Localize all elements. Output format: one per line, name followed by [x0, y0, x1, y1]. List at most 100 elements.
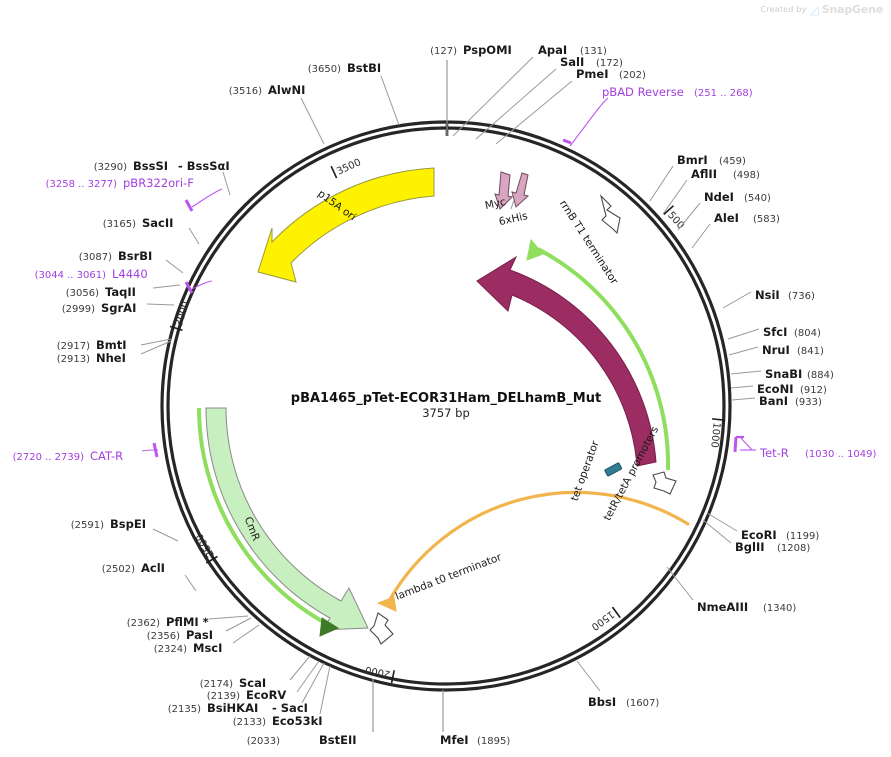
plasmid-size: 3757 bp — [422, 406, 470, 420]
tetr-label: TetR — [665, 343, 682, 371]
enzyme-position: (1895) — [477, 736, 510, 747]
enzyme-leader-lines — [140, 56, 762, 732]
enzyme-position: (2324) — [154, 644, 187, 655]
ruler-tick-label: 3500 — [335, 157, 363, 178]
named-feature-position: (3258 .. 3277) — [46, 179, 118, 190]
snapgene-watermark: Created by ◿ SnapGene — [760, 2, 884, 17]
enzyme-name: PasI — [186, 628, 213, 642]
tetr-arrow — [476, 255, 657, 467]
enzyme-name: BbsI — [588, 695, 616, 709]
enzyme-labels: (127) PspOMI ApaI (131) SalI (172) PmeI … — [57, 43, 834, 747]
enzyme-name: SacII — [142, 216, 173, 230]
enzyme-position: (3650) — [308, 64, 341, 75]
enzyme-position: (933) — [795, 397, 822, 408]
enzyme-name: PmeI — [576, 67, 609, 81]
enzyme-position: (2033) — [247, 736, 280, 747]
enzyme-name: AflII — [691, 167, 717, 181]
enzyme-position: (3516) — [229, 86, 262, 97]
enzyme-name: NsiI — [755, 288, 780, 302]
feature-orange-transcript[interactable] — [376, 490, 690, 612]
enzyme-name: SnaBI — [765, 367, 802, 381]
enzyme-name: BssSI — [133, 159, 168, 173]
cmr-arrow — [205, 407, 369, 631]
6xhis-label: 6xHis — [498, 210, 529, 228]
enzyme-position: (2917) — [57, 341, 90, 352]
snapgene-logo-icon: ◿ — [809, 2, 819, 17]
enzyme-position: (884) — [807, 370, 834, 381]
l4440-site-marker — [184, 281, 194, 294]
enzyme-name: Eco53kI — [272, 714, 323, 728]
enzyme-position: (2591) — [71, 520, 104, 531]
cmr-highlight-arc — [197, 407, 340, 637]
enzyme-position: (1607) — [626, 698, 659, 709]
rrnb-terminator-label: rrnB T1 terminator — [557, 198, 621, 287]
watermark-brand: SnapGene — [821, 3, 883, 16]
myc-label: Myc — [484, 196, 507, 212]
enzyme-name: BanI — [759, 394, 788, 408]
enzyme-position: (2502) — [102, 564, 135, 575]
enzyme-position: (3087) — [79, 252, 112, 263]
cmr-green-arrowhead — [319, 617, 340, 637]
plasmid-title-group: pBA1465_pTet-ECOR31Ham_DELhamB_Mut 3757 … — [291, 391, 601, 420]
feature-rrnb-t1-terminator[interactable]: rrnB T1 terminator — [557, 194, 621, 287]
tet-operator-box — [604, 462, 623, 477]
tetr-teta-promoters-arrow — [652, 471, 677, 495]
named-feature-label: pBR322ori-F — [123, 176, 194, 190]
lambda-terminator-label: lambda t0 terminator — [394, 551, 504, 603]
enzyme-position: (2135) — [168, 704, 201, 715]
named-feature-label: Tet-R — [759, 446, 789, 460]
6xhis-leader — [510, 199, 515, 210]
named-feature-label: CAT-R — [90, 449, 123, 463]
enzyme-name: BsrBI — [118, 249, 152, 263]
enzyme-position: (2362) — [127, 618, 160, 629]
feature-tetr[interactable]: TetR — [476, 255, 682, 467]
rrnb-terminator-arrow — [599, 194, 621, 235]
feature-myc[interactable]: Myc — [484, 171, 513, 212]
enzyme-position: (172) — [596, 58, 623, 69]
enzyme-position: (540) — [744, 193, 771, 204]
enzyme-name: SalI — [560, 55, 584, 69]
enzyme-name: EcoRV — [246, 688, 286, 702]
enzyme-position: (1340) — [763, 603, 796, 614]
enzyme-name: EcoRI — [741, 528, 777, 542]
enzyme-name: BglII — [735, 540, 765, 554]
ruler-tick-3500: 3500 — [330, 157, 363, 179]
named-feature-label: pBAD Reverse — [602, 85, 684, 99]
enzyme-name: ApaI — [538, 43, 567, 57]
enzyme-position: (912) — [800, 385, 827, 396]
enzyme-position: (3290) — [94, 162, 127, 173]
tetr-highlight-arc — [526, 238, 671, 471]
watermark-created-by: Created by — [760, 5, 807, 14]
feature-p15a-ori[interactable]: p15A ori — [257, 167, 435, 283]
enzyme-position: (736) — [788, 291, 815, 302]
ruler-tick-1500: 1500 — [589, 606, 621, 632]
enzyme-position: (2174) — [200, 679, 233, 690]
enzyme-position: (127) — [430, 46, 457, 57]
enzyme-name: MfeI — [440, 733, 469, 747]
enzyme-position: (2999) — [62, 304, 95, 315]
enzyme-name: MscI — [193, 641, 222, 655]
enzyme-name: BsiHKAI — [207, 701, 258, 715]
enzyme-name: BspEI — [110, 517, 146, 531]
cmr-green-arc — [197, 407, 328, 626]
enzyme-name: NdeI — [704, 190, 734, 204]
enzyme-name: BstBI — [347, 61, 381, 75]
p15a-ori-arrow — [257, 167, 435, 283]
6xhis-arrow — [511, 172, 530, 208]
enzyme-name: NheI — [96, 351, 126, 365]
myc-arrow — [494, 171, 513, 210]
enzyme-name: EcoNI — [757, 382, 793, 396]
pbad-reverse-site-marker — [562, 138, 572, 145]
tetr-green-arc — [537, 247, 671, 471]
orange-arrowhead — [376, 596, 397, 612]
enzyme-name: BmtI — [96, 338, 127, 352]
ruler-tick-1000: 1000 — [708, 418, 726, 448]
enzyme-name-extra: - BssSαI — [178, 159, 230, 173]
named-feature-position: (2720 .. 2739) — [13, 452, 85, 463]
enzyme-position: (3056) — [66, 288, 99, 299]
enzyme-name: SgrAI — [101, 301, 136, 315]
enzyme-position: (2356) — [147, 631, 180, 642]
plasmid-name: pBA1465_pTet-ECOR31Ham_DELhamB_Mut — [291, 391, 601, 406]
feature-cmr[interactable]: CmR — [205, 407, 369, 631]
